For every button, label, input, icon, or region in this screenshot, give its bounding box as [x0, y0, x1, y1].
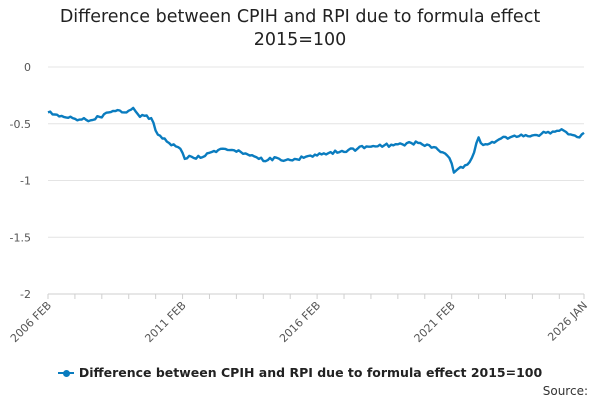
y-tick-label: 0: [24, 61, 31, 74]
legend-series-label: Difference between CPIH and RPI due to f…: [78, 365, 543, 380]
legend-series-marker-icon: [57, 368, 74, 377]
x-tick-label: 2021 FEB: [412, 299, 458, 345]
legend-item[interactable]: Difference between CPIH and RPI due to f…: [57, 365, 543, 380]
source-label: Source:: [542, 384, 588, 398]
series-line[interactable]: [47, 106, 585, 174]
y-tick-label: -0.5: [10, 118, 31, 131]
y-tick-label: -2: [20, 288, 31, 301]
x-tick-label: 2016 FEB: [277, 299, 323, 345]
chart-title: Difference between CPIH and RPI due to f…: [0, 6, 600, 52]
y-tick-label: -1: [20, 175, 31, 188]
x-tick-label: 2026 JAN: [545, 299, 590, 344]
x-tick-label: 2011 FEB: [142, 299, 188, 345]
chart-title-line: Difference between CPIH and RPI due to f…: [59, 7, 541, 27]
chart-legend[interactable]: Difference between CPIH and RPI due to f…: [0, 365, 600, 380]
x-tick-label: 2006 FEB: [8, 299, 54, 345]
chart-subtitle-line: 2015=100: [253, 30, 347, 50]
y-tick-label: -1.5: [10, 231, 31, 244]
